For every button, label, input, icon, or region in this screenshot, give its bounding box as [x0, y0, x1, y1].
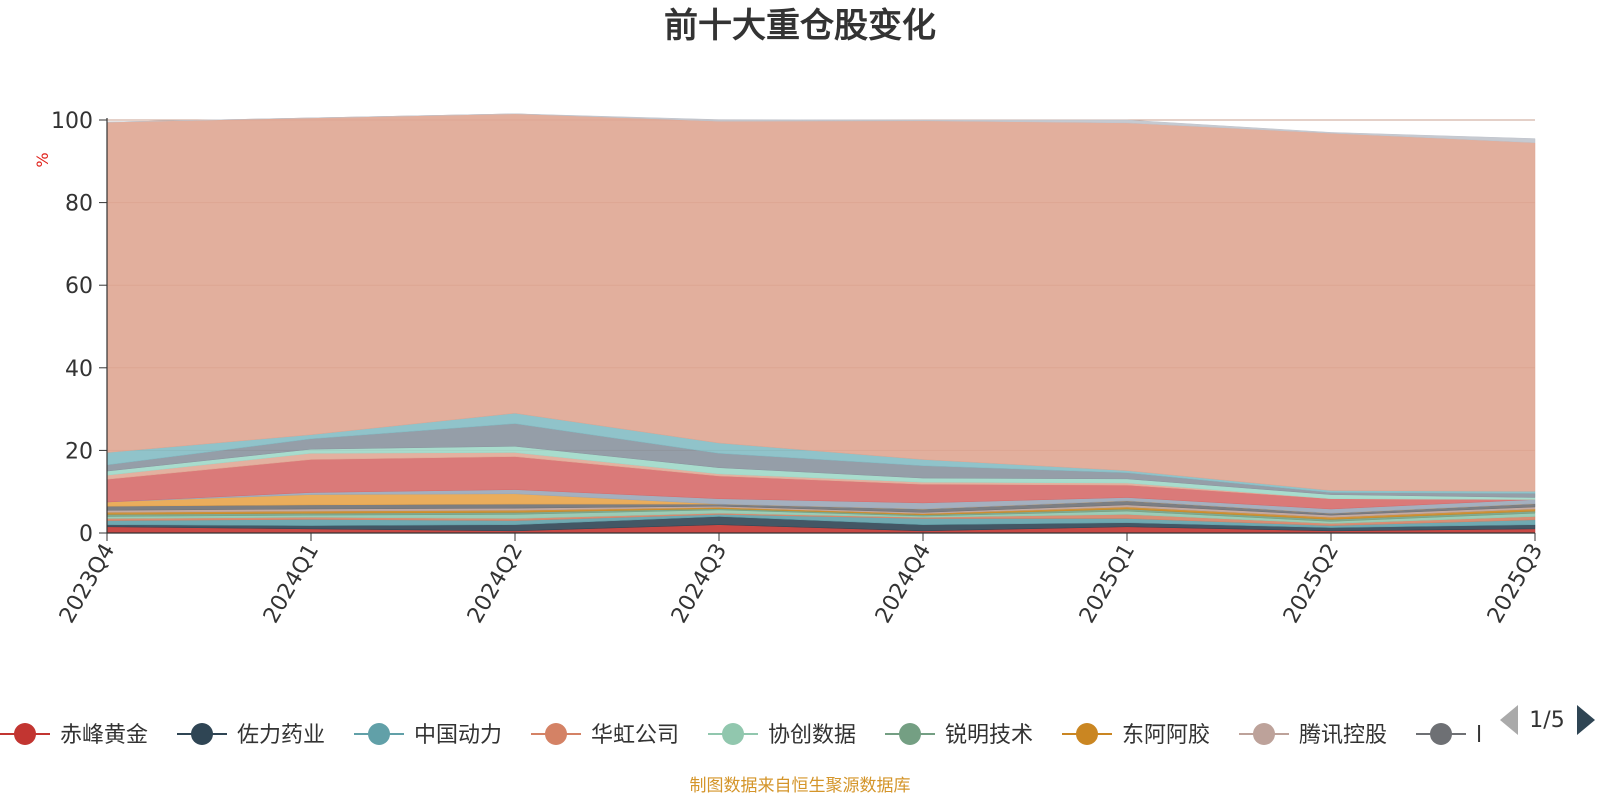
legend-item[interactable]: 协创数据 — [708, 723, 856, 748]
legend-item[interactable]: 佐力药业 — [177, 723, 325, 748]
legend-marker-icon — [191, 723, 213, 745]
legend-marker-icon — [1430, 723, 1452, 745]
legend-item[interactable]: 中国动力 — [354, 723, 502, 748]
y-tick-label: 20 — [65, 439, 93, 464]
legend-marker-icon — [899, 723, 921, 745]
legend-item[interactable]: 赤峰黄金 — [0, 723, 148, 748]
legend-marker-icon — [1076, 723, 1098, 745]
legend-label: 东阿阿胶 — [1122, 723, 1210, 748]
legend[interactable]: 赤峰黄金 佐力药业 中国动力 华虹公司 协创数据 锐明技术 东阿阿胶 腾讯控股 l — [0, 723, 1482, 748]
x-tick-label: 2024Q2 — [463, 540, 528, 628]
legend-label: 腾讯控股 — [1299, 723, 1387, 748]
y-tick-label: 60 — [65, 274, 93, 299]
legend-item[interactable]: l — [1416, 723, 1482, 748]
legend-label: 佐力药业 — [237, 723, 325, 748]
x-tick-label: 2024Q3 — [667, 540, 732, 628]
x-tick-label: 2024Q1 — [259, 540, 324, 628]
legend-marker-icon — [722, 723, 744, 745]
legend-item[interactable]: 腾讯控股 — [1239, 723, 1387, 748]
legend-label: 赤峰黄金 — [60, 723, 148, 748]
legend-label: 协创数据 — [768, 723, 856, 748]
y-unit-label: % — [33, 152, 52, 167]
legend-marker-icon — [545, 723, 567, 745]
legend-item[interactable]: 锐明技术 — [885, 723, 1033, 748]
y-tick-label: 0 — [79, 522, 93, 547]
legend-pager: 1/5 — [1500, 705, 1595, 735]
legend-label: 锐明技术 — [945, 723, 1033, 748]
legend-marker-icon — [368, 723, 390, 745]
y-tick-label: 80 — [65, 192, 93, 217]
legend-marker-icon — [14, 723, 36, 745]
area-series — [106, 113, 1536, 534]
x-tick-label: 2023Q4 — [55, 540, 120, 628]
legend-item[interactable]: 东阿阿胶 — [1062, 723, 1210, 748]
triangle-right-icon[interactable] — [1577, 705, 1595, 735]
chart-title: 前十大重仓股变化 — [664, 6, 936, 46]
legend-label: 华虹公司 — [591, 723, 679, 748]
area-series-unlabeled — [106, 113, 1536, 143]
legend-page-indicator: 1/5 — [1529, 708, 1564, 733]
x-tick-label: 2024Q4 — [871, 540, 936, 628]
legend-marker-icon — [1253, 723, 1275, 745]
data-source-footer: 制图数据来自恒生聚源数据库 — [690, 776, 911, 796]
legend-label: 中国动力 — [414, 723, 502, 748]
triangle-left-icon[interactable] — [1500, 705, 1518, 735]
x-tick-label: 2025Q3 — [1483, 540, 1548, 628]
legend-label: l — [1476, 723, 1482, 748]
y-tick-label: 40 — [65, 357, 93, 382]
x-tick-label: 2025Q1 — [1075, 540, 1140, 628]
x-tick-label: 2025Q2 — [1279, 540, 1344, 628]
y-tick-label: 100 — [51, 109, 93, 134]
legend-item[interactable]: 华虹公司 — [531, 723, 679, 748]
